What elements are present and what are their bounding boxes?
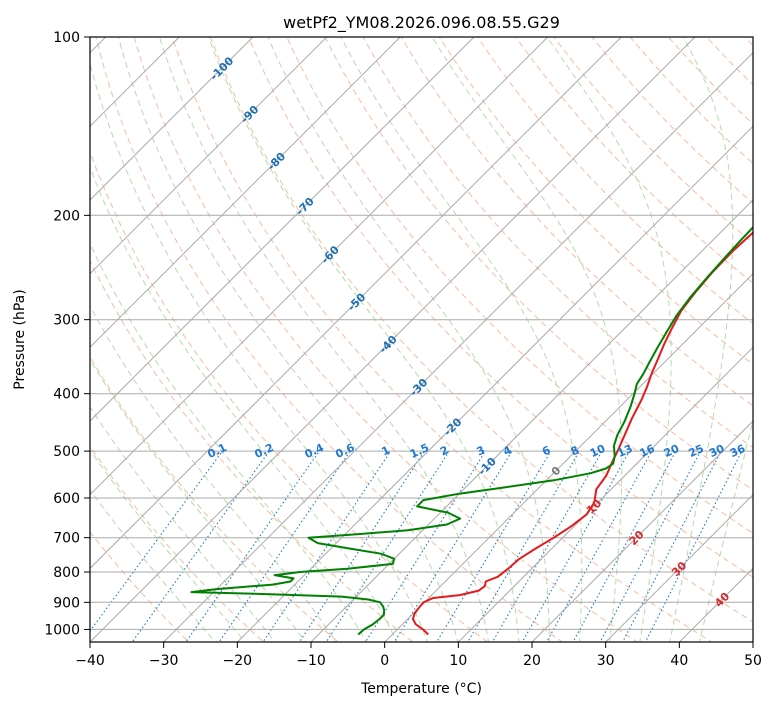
- dry-adiabat-line: [90, 259, 414, 642]
- isotherm-line: [90, 37, 328, 275]
- mixing-ratio-label: 13: [615, 442, 634, 460]
- mixing-ratio-line: [325, 450, 450, 642]
- isotherm-line: [90, 37, 623, 570]
- isotherm-line: [457, 346, 753, 642]
- dry-adiabat-line: [90, 531, 190, 642]
- dry-adiabat-line: [438, 37, 753, 366]
- dry-adiabat-line: [171, 37, 713, 642]
- dry-adiabat-line: [95, 37, 564, 642]
- mixing-ratio-line: [218, 450, 351, 642]
- plot-area: 0.1 0.2 0.4 0.6 1 1.5 2 3 4 6 8 10 13 16 20 25 30 36-100-…: [90, 37, 753, 642]
- isotherm-line: [90, 37, 549, 496]
- isotherm-line: [383, 272, 753, 642]
- isotherms: [90, 37, 753, 642]
- x-tick-label: 50: [744, 653, 762, 669]
- dry-adiabat-line: [477, 37, 753, 325]
- mixing-ratio-label: 16: [638, 442, 658, 460]
- mixing-ratio-label: 10: [588, 442, 608, 460]
- isotherm-line: [90, 37, 475, 422]
- moist-adiabat-line: [669, 37, 734, 642]
- moist-adiabat-line: [546, 37, 672, 642]
- y-tick-label: 100: [53, 30, 80, 46]
- dry-adiabat-line: [248, 37, 753, 578]
- x-tick-label: −30: [149, 653, 179, 669]
- isotherm-line: [310, 199, 753, 642]
- mixing-ratio-line: [185, 450, 320, 642]
- dewpoint-profile-line: [190, 226, 753, 636]
- y-tick-label: 300: [53, 313, 80, 329]
- temperature-profile-line: [411, 231, 753, 636]
- mixing-ratio-line: [572, 450, 677, 642]
- moist-adiabat-line: [208, 37, 520, 642]
- isotherm-line: [90, 37, 254, 201]
- mixing-ratio-line: [491, 450, 603, 642]
- x-axis-title: Temperature (°C): [360, 681, 482, 697]
- moist-adiabat-line: [431, 37, 623, 642]
- isotherm-line: [604, 493, 753, 642]
- mixing-ratio-label: 20: [662, 442, 682, 460]
- y-tick-label: 200: [53, 208, 80, 224]
- mixing-ratio-line: [298, 450, 425, 642]
- x-tick-label: 0: [380, 653, 389, 669]
- mixing-ratio-line: [545, 450, 653, 642]
- mixing-ratio-line: [131, 450, 270, 642]
- moist-adiabat-line: [90, 305, 337, 642]
- x-tick-label: 20: [523, 653, 541, 669]
- isotherm-line: [531, 420, 753, 642]
- mixing-ratio-label: 36: [728, 442, 748, 460]
- x-axis-ticks: −40 −30 −20 −10 0 10 20 30 40 50: [75, 642, 762, 669]
- dry-adiabat-line: [286, 37, 753, 534]
- mixing-ratio-label: 25: [687, 442, 706, 460]
- x-tick-label: −20: [223, 653, 253, 669]
- dry-adiabat-line: [209, 37, 753, 623]
- y-tick-label: 600: [53, 491, 80, 507]
- moist-adiabat-line: [267, 37, 550, 642]
- mixing-ratio-line: [521, 450, 630, 642]
- dry-adiabat-line: [400, 37, 753, 407]
- y-tick-label: 500: [53, 444, 80, 460]
- dry-adiabat-line: [90, 445, 265, 642]
- y-tick-label: 1000: [44, 622, 80, 638]
- y-tick-label: 800: [53, 565, 80, 581]
- isotherm-line: [90, 37, 181, 128]
- isotherm-line: [90, 37, 402, 349]
- mixing-ratio-line: [436, 450, 552, 642]
- y-tick-label: 700: [53, 531, 80, 547]
- x-tick-label: 10: [449, 653, 467, 669]
- chart-title: wetPf2_YM08.2026.096.08.55.G29: [283, 13, 560, 33]
- y-axis-title: Pressure (hPa): [12, 289, 28, 389]
- profiles: [190, 226, 753, 636]
- x-tick-label: −10: [296, 653, 326, 669]
- x-tick-label: −40: [75, 653, 105, 669]
- dry-adiabats: [90, 37, 753, 642]
- moist-adiabat-line: [340, 37, 583, 642]
- plot-frame: [89, 36, 754, 643]
- dry-adiabat-line: [90, 356, 340, 642]
- mixing-ratio-label: 30: [707, 442, 727, 460]
- mixing-ratio-line: [644, 450, 743, 642]
- mixing-ratio-line: [262, 450, 392, 642]
- mixing-ratio-lines: [90, 450, 743, 642]
- x-tick-label: 30: [597, 653, 615, 669]
- y-tick-label: 900: [53, 595, 80, 611]
- isotherm-line: [90, 37, 696, 642]
- y-tick-label: 400: [53, 387, 80, 403]
- isobars: [90, 37, 753, 630]
- y-axis-ticks: 100 200 300 400 500 600 700 800 900 1000: [44, 30, 90, 638]
- isotherm-line: [162, 51, 753, 642]
- x-tick-label: 40: [670, 653, 688, 669]
